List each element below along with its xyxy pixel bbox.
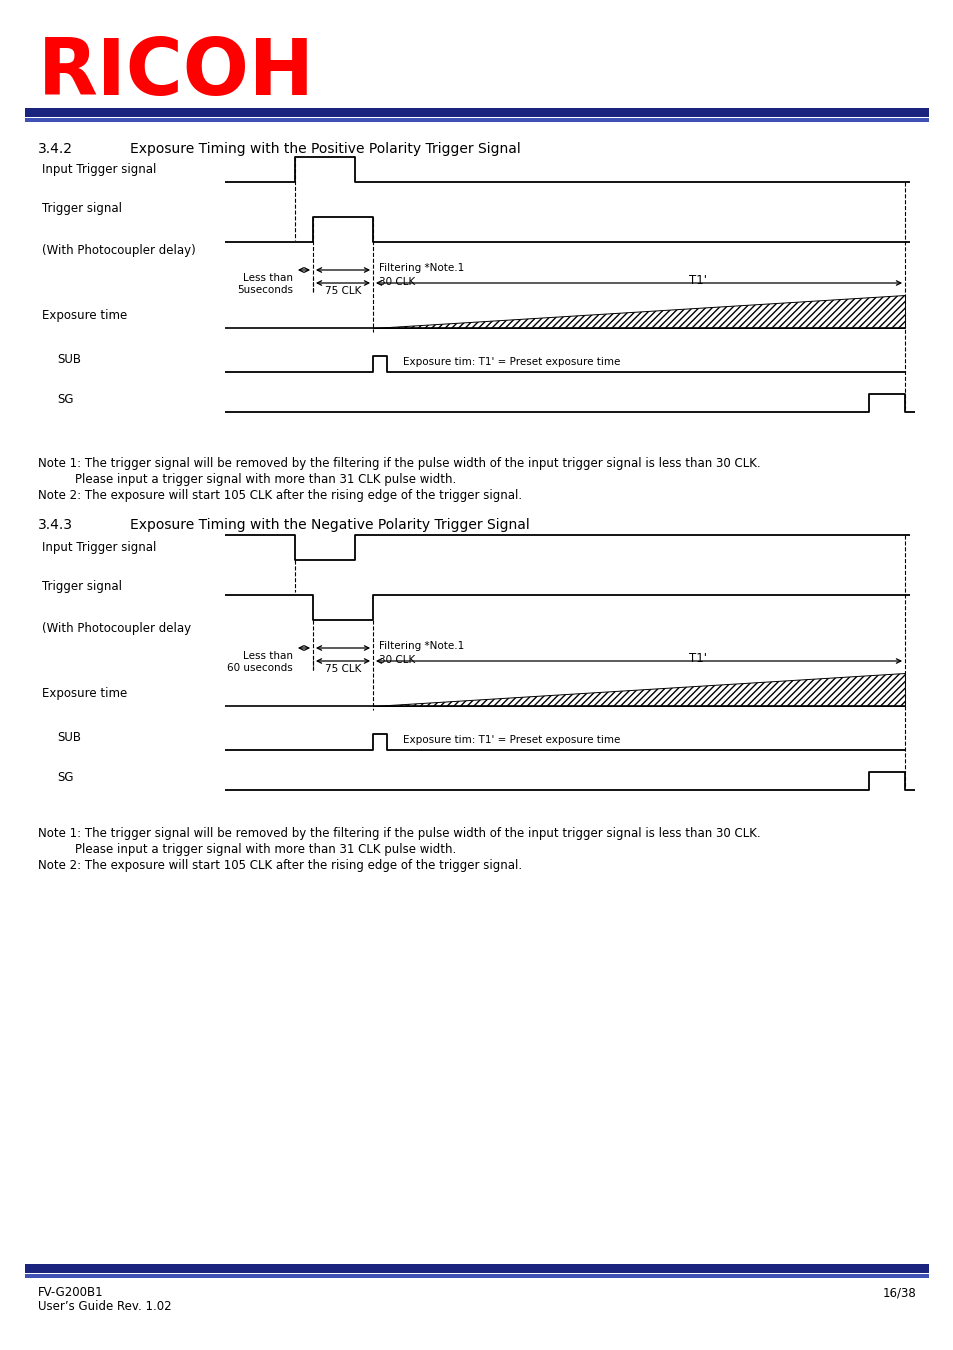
- Text: 75 CLK: 75 CLK: [324, 664, 361, 674]
- Text: Note 2: The exposure will start 105 CLK after the rising edge of the trigger sig: Note 2: The exposure will start 105 CLK …: [38, 489, 521, 502]
- Text: (With Photocoupler delay: (With Photocoupler delay: [42, 622, 191, 634]
- Text: 60 useconds: 60 useconds: [227, 663, 293, 674]
- Text: SUB: SUB: [57, 730, 81, 744]
- Text: 3.4.3: 3.4.3: [38, 518, 73, 532]
- Text: Please input a trigger signal with more than 31 CLK pulse width.: Please input a trigger signal with more …: [75, 472, 456, 486]
- Text: 30 CLK: 30 CLK: [378, 277, 415, 288]
- Text: SG: SG: [57, 771, 73, 784]
- Text: SUB: SUB: [57, 352, 81, 366]
- Text: Less than: Less than: [243, 651, 293, 661]
- Text: Exposure Timing with the Negative Polarity Trigger Signal: Exposure Timing with the Negative Polari…: [130, 518, 529, 532]
- Text: 3.4.2: 3.4.2: [38, 142, 73, 157]
- Polygon shape: [373, 296, 904, 328]
- Text: T1': T1': [688, 274, 706, 288]
- Text: Note 1: The trigger signal will be removed by the filtering if the pulse width o: Note 1: The trigger signal will be remov…: [38, 828, 760, 840]
- Text: Exposure time: Exposure time: [42, 687, 127, 701]
- Text: Please input a trigger signal with more than 31 CLK pulse width.: Please input a trigger signal with more …: [75, 842, 456, 856]
- Bar: [25, 1264, 928, 1273]
- Bar: [25, 117, 928, 121]
- Text: Input Trigger signal: Input Trigger signal: [42, 541, 156, 554]
- Text: RICOH: RICOH: [38, 35, 314, 111]
- Text: Less than: Less than: [243, 273, 293, 284]
- Text: 30 CLK: 30 CLK: [378, 655, 415, 666]
- Bar: [25, 108, 928, 117]
- Text: Trigger signal: Trigger signal: [42, 202, 122, 215]
- Text: Input Trigger signal: Input Trigger signal: [42, 163, 156, 176]
- Text: Filtering *Note.1: Filtering *Note.1: [378, 641, 464, 651]
- Text: User’s Guide Rev. 1.02: User’s Guide Rev. 1.02: [38, 1300, 172, 1314]
- Text: FV-G200B1: FV-G200B1: [38, 1287, 104, 1299]
- Text: 75 CLK: 75 CLK: [324, 286, 361, 296]
- Text: (With Photocoupler delay): (With Photocoupler delay): [42, 244, 195, 256]
- Text: Note 2: The exposure will start 105 CLK after the rising edge of the trigger sig: Note 2: The exposure will start 105 CLK …: [38, 859, 521, 872]
- Text: 16/38: 16/38: [882, 1287, 915, 1300]
- Text: Exposure tim: T1' = Preset exposure time: Exposure tim: T1' = Preset exposure time: [402, 356, 619, 367]
- Text: T1': T1': [688, 652, 706, 666]
- Text: Exposure time: Exposure time: [42, 309, 127, 323]
- Polygon shape: [373, 674, 904, 706]
- Text: Filtering *Note.1: Filtering *Note.1: [378, 263, 464, 273]
- Text: Note 1: The trigger signal will be removed by the filtering if the pulse width o: Note 1: The trigger signal will be remov…: [38, 458, 760, 470]
- Text: Exposure tim: T1' = Preset exposure time: Exposure tim: T1' = Preset exposure time: [402, 734, 619, 745]
- Text: Trigger signal: Trigger signal: [42, 580, 122, 593]
- Bar: [25, 1274, 928, 1278]
- Text: Exposure Timing with the Positive Polarity Trigger Signal: Exposure Timing with the Positive Polari…: [130, 142, 520, 157]
- Text: 5useconds: 5useconds: [236, 285, 293, 296]
- Text: SG: SG: [57, 393, 73, 406]
